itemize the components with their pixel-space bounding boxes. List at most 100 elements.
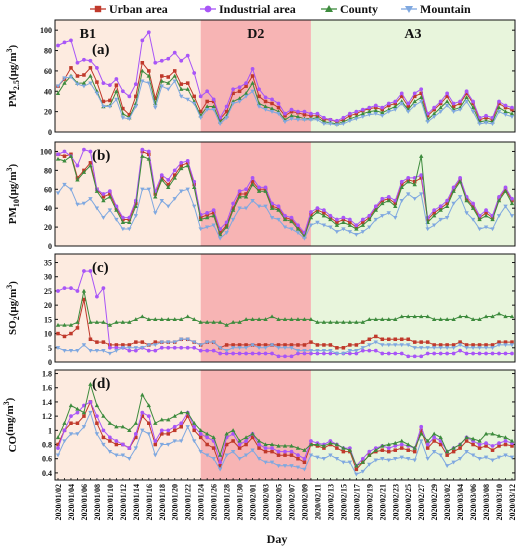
data-point: [81, 84, 87, 89]
panel-label: (d): [92, 376, 110, 392]
data-point: [471, 442, 475, 447]
data-point: [328, 351, 333, 356]
data-point: [172, 79, 177, 84]
data-point: [217, 452, 223, 457]
data-point: [127, 348, 132, 353]
data-point: [88, 163, 93, 168]
data-point: [289, 449, 294, 454]
data-point: [198, 432, 203, 436]
data-point: [322, 351, 326, 356]
data-point: [438, 105, 443, 110]
data-point: [270, 201, 274, 206]
data-point: [127, 457, 132, 461]
data-point: [133, 446, 139, 451]
data-point: [172, 317, 177, 322]
data-point: [198, 94, 203, 99]
data-point: [250, 317, 255, 322]
data-point: [399, 351, 404, 356]
data-point: [257, 185, 261, 190]
data-point: [250, 80, 255, 85]
data-point: [166, 87, 171, 92]
data-point: [68, 403, 74, 408]
data-point: [399, 101, 404, 106]
data-point: [490, 431, 495, 436]
y-axis-label-part: 3: [5, 285, 14, 289]
data-point: [224, 442, 229, 447]
data-point: [192, 185, 197, 190]
y-tick-label: 1.2: [42, 412, 52, 421]
data-point: [121, 106, 125, 111]
data-point: [269, 215, 275, 220]
data-point: [172, 345, 177, 350]
data-point: [250, 67, 255, 71]
data-point: [263, 449, 268, 454]
data-point: [82, 297, 86, 302]
data-point: [380, 110, 385, 115]
data-point: [75, 163, 80, 168]
legend-label: Industrial area: [219, 2, 296, 16]
data-point: [451, 185, 456, 190]
data-point: [367, 225, 372, 230]
panel-frame: [54, 253, 516, 363]
data-point: [496, 105, 502, 110]
data-point: [322, 115, 326, 120]
data-point: [412, 94, 417, 99]
data-point: [56, 446, 60, 450]
data-point: [243, 346, 249, 350]
data-point: [211, 208, 216, 212]
data-point: [244, 351, 248, 356]
data-point: [263, 317, 268, 322]
data-point: [153, 105, 158, 110]
data-point: [334, 457, 340, 461]
data-point: [56, 152, 60, 157]
data-point: [399, 446, 404, 450]
y-tick-label: 30: [44, 273, 52, 282]
data-point: [75, 406, 80, 411]
data-point: [198, 217, 203, 222]
y-axis-label-part: 10: [12, 199, 21, 207]
data-point: [399, 442, 404, 447]
data-point: [140, 147, 145, 152]
data-point: [101, 81, 106, 85]
data-point: [101, 99, 106, 104]
data-point: [335, 217, 339, 222]
y-axis-label: CO(mg/m3): [2, 397, 19, 452]
data-point: [406, 176, 411, 180]
data-point: [296, 223, 300, 228]
data-point: [399, 182, 404, 187]
y-tick-label: 80: [44, 166, 52, 175]
data-point: [315, 206, 320, 211]
data-point: [218, 227, 223, 231]
data-point: [127, 215, 132, 220]
data-point: [457, 457, 463, 461]
data-point: [458, 340, 462, 344]
data-point: [386, 442, 391, 447]
data-point: [159, 58, 164, 63]
data-point: [269, 106, 275, 111]
data-point: [444, 449, 450, 454]
data-point: [140, 38, 145, 43]
series-mountain: [55, 337, 515, 356]
x-tick-label: 2020/01/24: [197, 484, 206, 520]
data-point: [153, 453, 158, 458]
data-point: [373, 204, 378, 209]
data-point: [75, 289, 80, 293]
data-point: [237, 85, 242, 90]
data-point: [354, 343, 359, 347]
data-point: [269, 442, 275, 447]
data-point: [444, 464, 450, 469]
data-point: [399, 91, 404, 96]
data-point: [198, 109, 203, 114]
data-point: [484, 115, 488, 120]
data-point: [140, 61, 145, 65]
data-point: [224, 453, 229, 458]
x-tick-label: 2020/03/04: [456, 484, 465, 520]
data-point: [296, 343, 300, 347]
data-point: [509, 438, 515, 443]
data-point: [360, 469, 366, 474]
data-point: [81, 425, 87, 429]
data-point: [172, 424, 177, 429]
x-tick-label: 2020/01/28: [223, 484, 232, 520]
